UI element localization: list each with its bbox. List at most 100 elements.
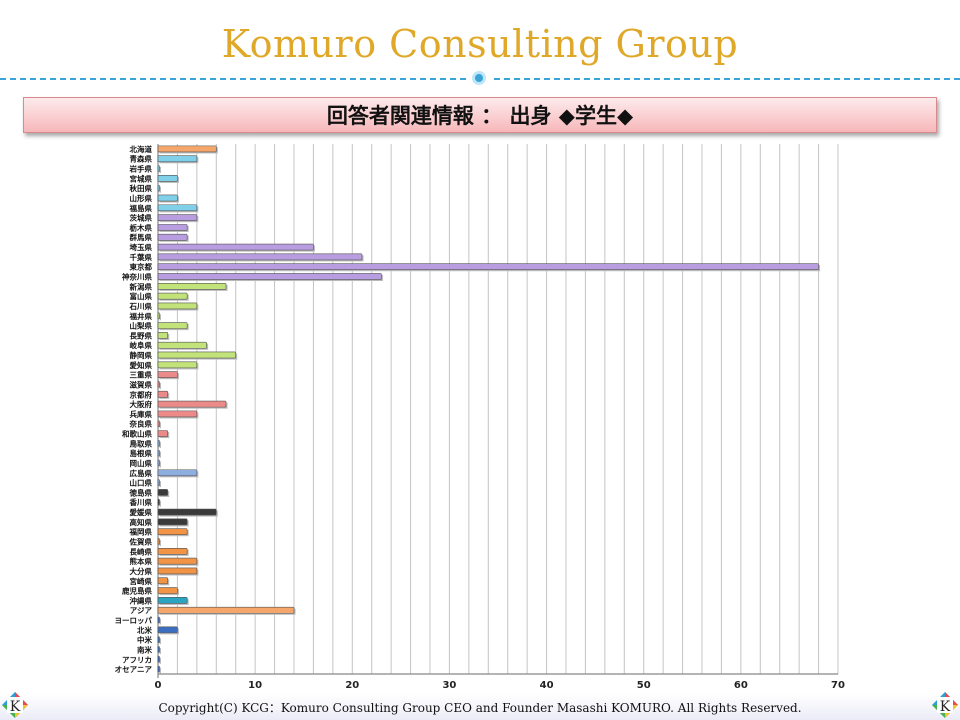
- slide-subtitle: 回答者関連情報 ： 出身 ◆学生◆: [326, 104, 634, 128]
- y-tick-label: 石川県: [129, 301, 153, 311]
- divider-ornament-icon: [472, 71, 486, 85]
- y-tick-label: 島根県: [130, 448, 153, 458]
- y-tick-label: 南米: [137, 644, 152, 654]
- y-tick-label: 宮崎県: [130, 576, 153, 586]
- y-tick-label: 鳥取県: [130, 438, 153, 448]
- bar: [157, 233, 188, 241]
- y-tick-label: 高知県: [130, 517, 153, 527]
- y-tick-label: 岩手県: [129, 164, 153, 174]
- bar: [157, 508, 217, 516]
- bar: [157, 214, 198, 221]
- y-tick-label: 富山県: [130, 291, 153, 301]
- bar: [157, 528, 188, 536]
- bar: [157, 410, 198, 418]
- kcg-logo-letter: K: [10, 699, 21, 715]
- y-tick-label: 静岡県: [130, 350, 153, 360]
- y-tick-label: 長野県: [130, 330, 153, 340]
- y-tick-label: 中米: [137, 635, 152, 645]
- bar: [157, 224, 188, 231]
- slide-subtitle-banner: 回答者関連情報 ： 出身 ◆学生◆: [23, 97, 937, 133]
- bar-shadow: [159, 657, 161, 664]
- header-divider-right: [494, 78, 960, 80]
- page-title: Komuro Consulting Group: [221, 22, 739, 66]
- y-tick-label: 岐阜県: [130, 340, 153, 350]
- bar-shadow: [159, 461, 161, 468]
- bar-shadow: [159, 667, 161, 674]
- kcg-logo-letter: K: [940, 699, 951, 715]
- y-tick-label: 京都府: [130, 389, 153, 399]
- bar: [157, 655, 160, 663]
- bar-shadow: [159, 539, 161, 547]
- bar: [157, 498, 160, 506]
- y-tick-label: 沖縄県: [130, 595, 153, 605]
- bar: [157, 332, 169, 339]
- kcg-logo-left: K: [2, 692, 28, 718]
- footer-copyright: Copyright(C) KCG：Komuro Consulting Group…: [158, 701, 802, 715]
- bar: [157, 341, 207, 349]
- bar: [157, 273, 382, 280]
- bar: [157, 155, 198, 163]
- kcg-logo-right: K: [932, 692, 958, 718]
- bar: [157, 557, 198, 565]
- bar: [157, 184, 160, 192]
- bar: [157, 616, 160, 624]
- y-tick-label: 福島県: [129, 203, 153, 213]
- bar: [157, 371, 178, 378]
- bar: [157, 420, 160, 428]
- bar-shadow: [159, 618, 161, 625]
- bar: [157, 204, 198, 212]
- bar: [157, 243, 314, 251]
- y-tick-label: 埼玉県: [130, 242, 153, 252]
- y-tick-label: アフリカ: [122, 655, 152, 664]
- bar-shadow: [159, 166, 161, 174]
- y-tick-label: 滋賀県: [130, 379, 153, 389]
- y-tick-label: 愛知県: [130, 360, 153, 370]
- x-tick-label: 50: [637, 680, 651, 691]
- bar: [157, 489, 169, 496]
- bar: [157, 587, 178, 594]
- bar: [157, 459, 160, 467]
- bar-shadow: [159, 422, 161, 429]
- bar: [157, 597, 188, 604]
- y-tick-label: 長崎県: [130, 546, 153, 556]
- footer-band: [0, 694, 960, 720]
- y-tick-label: 山口県: [130, 478, 153, 488]
- y-tick-label: 東京都: [130, 262, 153, 272]
- bar: [157, 606, 295, 614]
- bar: [157, 194, 178, 202]
- y-tick-label: 福岡県: [129, 527, 153, 537]
- bar-shadow: [159, 500, 161, 507]
- x-tick-label: 20: [345, 680, 359, 691]
- y-tick-label: 岡山県: [130, 458, 153, 468]
- y-tick-label: 大分県: [130, 566, 153, 576]
- y-tick-label: 徳島県: [129, 487, 153, 497]
- bar: [157, 665, 160, 673]
- bar-shadow: [159, 647, 161, 655]
- y-tick-label: 青森県: [130, 154, 153, 164]
- y-tick-label: 秋田県: [129, 183, 153, 193]
- bar: [157, 400, 227, 408]
- bar: [157, 567, 198, 575]
- y-tick-label: 鹿児島県: [122, 586, 152, 596]
- y-tick-label: 茨城県: [130, 213, 153, 223]
- bar: [157, 538, 160, 545]
- y-tick-label: 新潟県: [130, 281, 153, 291]
- y-tick-label: アジア: [130, 606, 153, 615]
- bar: [157, 165, 160, 172]
- y-tick-label: 千葉県: [130, 252, 153, 262]
- bar: [157, 351, 237, 359]
- bar: [157, 430, 169, 437]
- header-divider-left: [0, 78, 466, 80]
- y-tick-label: 奈良県: [129, 419, 153, 429]
- bar: [157, 577, 169, 585]
- bar: [157, 253, 363, 261]
- bar-shadow: [159, 382, 161, 390]
- y-tick-label: ヨーロッパ: [115, 615, 153, 625]
- bar: [157, 175, 178, 182]
- bar: [157, 145, 217, 153]
- y-tick-label: 熊本県: [130, 556, 153, 566]
- y-tick-label: 香川県: [129, 497, 153, 507]
- y-tick-label: 愛媛県: [130, 507, 153, 517]
- bar: [157, 626, 178, 634]
